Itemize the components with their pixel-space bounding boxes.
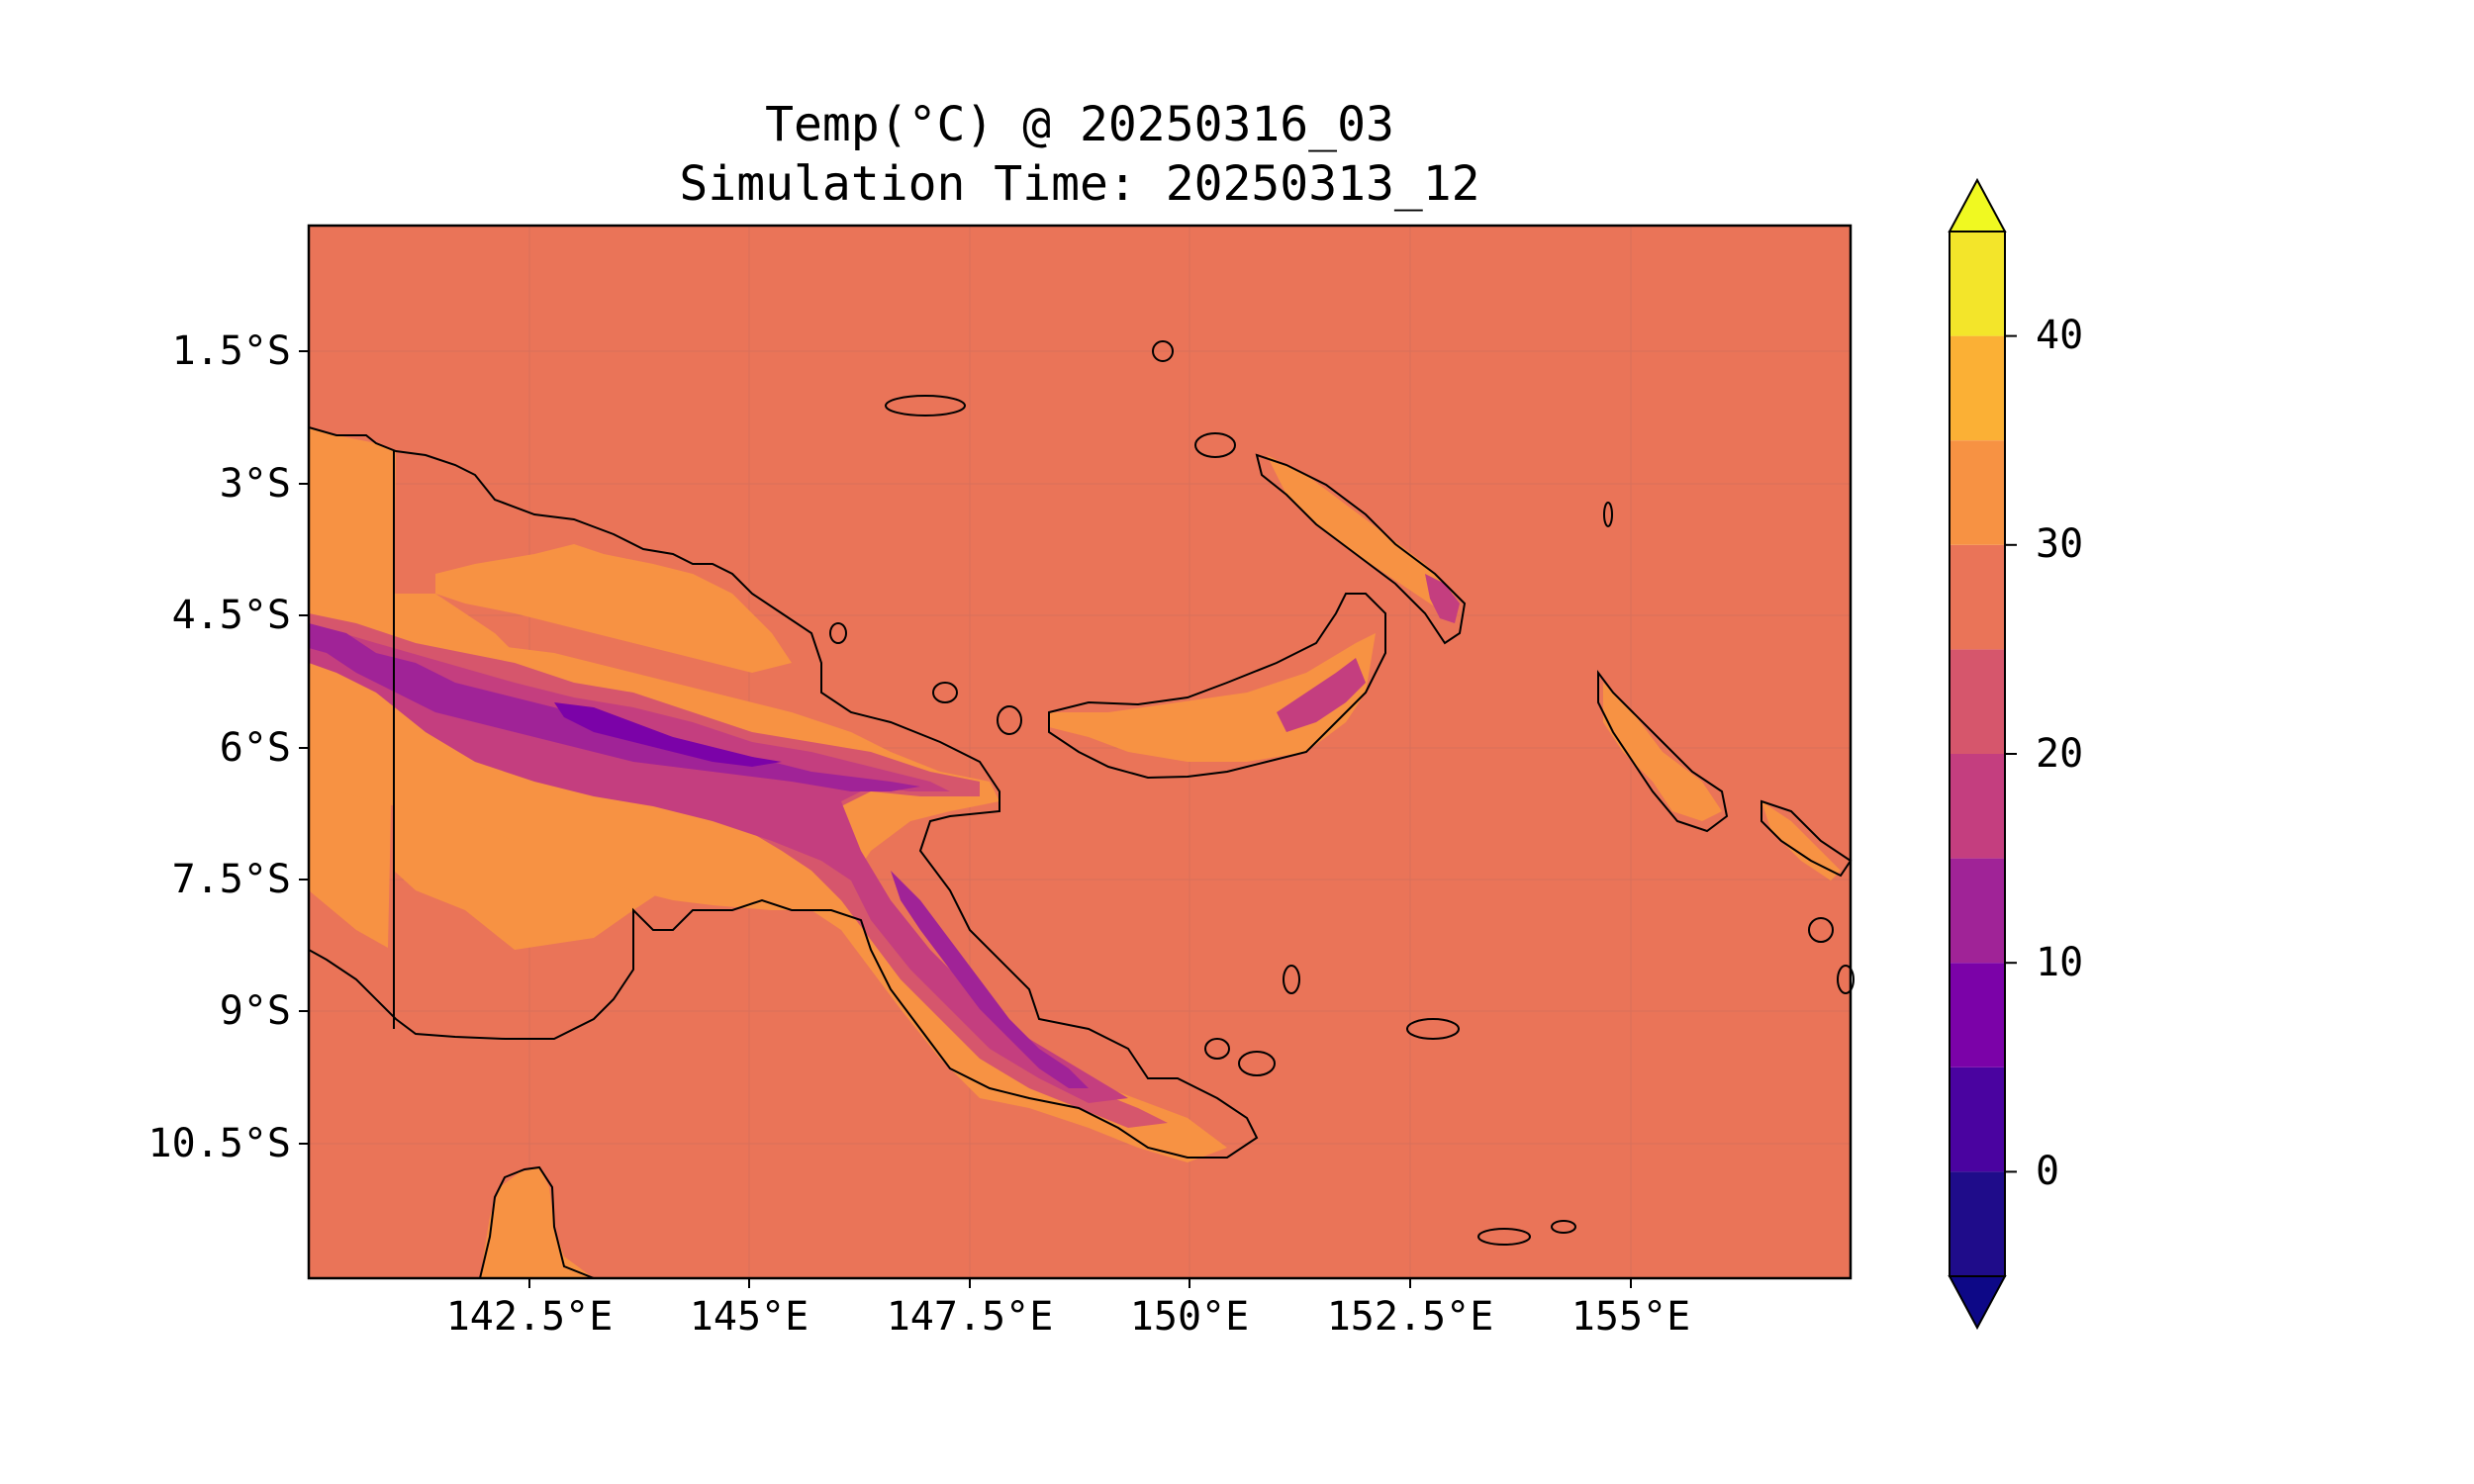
karkar-island bbox=[932, 682, 958, 703]
lat-tick-10-5s: 10.5°S bbox=[147, 1121, 292, 1166]
new-ireland-warm bbox=[1267, 455, 1455, 613]
colorbar-tick-40: 40 bbox=[2036, 313, 2084, 358]
new-hanover-island bbox=[1194, 432, 1236, 458]
lat-tick-9s: 9°S bbox=[219, 988, 291, 1034]
mussau-island bbox=[1152, 340, 1174, 362]
map-frame bbox=[307, 224, 1853, 1280]
new-britain-coast bbox=[1048, 593, 1386, 780]
solomon-warm bbox=[1761, 801, 1841, 881]
colorbar-segment bbox=[1950, 963, 2005, 1067]
solomon-coast bbox=[1760, 799, 1853, 878]
coastlines bbox=[308, 340, 1855, 1279]
colorbar-segment bbox=[1950, 544, 2005, 650]
highland-band-5 bbox=[554, 702, 782, 767]
long-island bbox=[997, 705, 1022, 735]
new-guinea-coast bbox=[308, 426, 1259, 1159]
lon-tick-155e: 155°E bbox=[1570, 1294, 1691, 1340]
highland-band-2 bbox=[309, 623, 1128, 1103]
lon-tick-142-5e: 142.5°E bbox=[445, 1294, 614, 1340]
cape-york-warm bbox=[480, 1167, 594, 1278]
misc-island-4 bbox=[1837, 965, 1855, 994]
colorbar-tick-30: 30 bbox=[2036, 521, 2084, 567]
colorbar-segment bbox=[1950, 335, 2005, 441]
manus-island bbox=[885, 395, 966, 417]
lon-tick-145e: 145°E bbox=[689, 1294, 809, 1340]
colorbar-segment bbox=[1950, 1171, 2005, 1276]
misc-island-2 bbox=[1603, 502, 1613, 527]
bougainville-warm bbox=[1603, 683, 1722, 821]
louisiade-island-1 bbox=[1477, 1228, 1531, 1246]
lat-tick-1-5s: 1.5°S bbox=[171, 328, 291, 374]
colorbar-segment bbox=[1950, 858, 2005, 964]
new-britain-cool bbox=[1277, 658, 1366, 732]
new-ireland-cool bbox=[1425, 574, 1460, 623]
lat-tick-6s: 6°S bbox=[219, 725, 291, 771]
plot-subtitle: Simulation Time: 20250313_12 bbox=[679, 156, 1480, 212]
trobriand-island bbox=[1283, 965, 1300, 994]
highland-band-3 bbox=[309, 623, 920, 791]
colorbar-over-arrow bbox=[1948, 177, 2007, 232]
colorbar-tick-0: 0 bbox=[2036, 1149, 2060, 1194]
highland-fill bbox=[309, 574, 1460, 1128]
lon-tick-147-5e: 147.5°E bbox=[886, 1294, 1054, 1340]
new-guinea-north-slope bbox=[435, 544, 792, 673]
highland-band-4 bbox=[891, 871, 1089, 1088]
misc-island-3 bbox=[1808, 917, 1834, 943]
lat-tick-4-5s: 4.5°S bbox=[171, 593, 291, 638]
colorbar bbox=[1948, 177, 2017, 1331]
lon-tick-152-5e: 152.5°E bbox=[1326, 1294, 1494, 1340]
colorbar-segment bbox=[1950, 649, 2005, 754]
bougainville-coast bbox=[1597, 670, 1729, 833]
dentrecasteaux-island-1 bbox=[1204, 1038, 1230, 1060]
colorbar-segment bbox=[1950, 232, 2005, 336]
woodlark-island bbox=[1406, 1018, 1460, 1040]
lat-tick-7-5s: 7.5°S bbox=[171, 857, 291, 902]
plot-title: Temp(°C) @ 20250316_03 bbox=[765, 97, 1394, 152]
tick-marks bbox=[299, 350, 1632, 1288]
lat-tick-3s: 3°S bbox=[219, 461, 291, 507]
colorbar-under-arrow bbox=[1948, 1275, 2007, 1331]
cape-york-coast bbox=[479, 1165, 595, 1279]
lon-tick-150e: 150°E bbox=[1129, 1294, 1250, 1340]
colorbar-segment bbox=[1950, 754, 2005, 859]
dentrecasteaux-island-2 bbox=[1238, 1051, 1276, 1076]
colorbar-segment bbox=[1950, 440, 2005, 545]
colorbar-tick-20: 20 bbox=[2036, 731, 2084, 777]
misc-island-1 bbox=[829, 622, 847, 644]
new-ireland-coast bbox=[1255, 453, 1467, 645]
colorbar-tick-10: 10 bbox=[2036, 940, 2084, 985]
louisiade-island-2 bbox=[1551, 1220, 1576, 1234]
colorbar-segment bbox=[1950, 1067, 2005, 1172]
